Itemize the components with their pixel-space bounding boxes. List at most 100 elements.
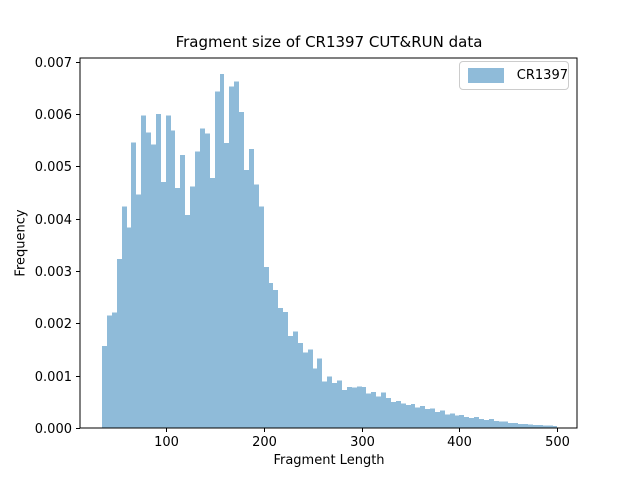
histogram-bar [220, 74, 224, 428]
histogram-bar [254, 184, 259, 428]
histogram-bar [195, 151, 200, 429]
histogram-bar [190, 186, 195, 428]
histogram-bar [171, 130, 175, 428]
histogram-bar [131, 142, 136, 428]
histogram-bar [156, 113, 161, 429]
histogram-bar [151, 144, 156, 429]
histogram-bar [523, 423, 528, 428]
y-tick-label: 0.002 [35, 317, 72, 332]
histogram-bar [180, 154, 185, 428]
histogram-bar [371, 391, 376, 428]
histogram-bar [450, 413, 455, 428]
histogram-bar [362, 387, 366, 428]
histogram-bar [391, 401, 396, 428]
histogram-bar [278, 308, 283, 428]
histogram-bar [303, 352, 308, 428]
histogram-bar [205, 133, 210, 429]
histogram-bar [347, 387, 352, 428]
histogram-bar [396, 400, 401, 428]
x-tick-label: 200 [252, 435, 277, 450]
histogram-bar [386, 398, 391, 428]
histogram-bar [288, 335, 293, 428]
histogram-bar [117, 258, 122, 428]
histogram-bar [528, 424, 533, 428]
histogram-bar [107, 315, 112, 428]
histogram-bar [166, 115, 171, 428]
y-tick-label: 0.003 [35, 265, 72, 280]
histogram-bar [425, 409, 430, 428]
histogram-bar [401, 403, 406, 428]
histogram-bar [259, 206, 264, 428]
histogram-bar [342, 389, 347, 428]
x-tick-label: 500 [545, 435, 570, 450]
histogram-bar [489, 419, 494, 428]
x-tick-label: 400 [447, 435, 472, 450]
histogram-bar [234, 81, 239, 429]
histogram-bar [317, 358, 322, 428]
axes-frame [79, 57, 578, 429]
histogram-bar [112, 312, 117, 428]
histogram-bar [479, 419, 484, 428]
legend: CR1397 [459, 61, 569, 90]
histogram-bar [136, 194, 141, 428]
histogram-bar [420, 406, 425, 428]
legend-label: CR1397 [516, 68, 568, 83]
histogram-bar [224, 142, 229, 428]
y-tick-label: 0.001 [35, 370, 72, 385]
histogram-bar [415, 407, 420, 428]
histogram-bar [308, 349, 313, 428]
histogram-bar [366, 393, 371, 428]
histogram-bar [445, 414, 450, 428]
histogram-bar [332, 382, 337, 428]
histogram-bar [200, 128, 205, 428]
histogram-bar [543, 425, 548, 428]
histogram-bar [494, 421, 499, 428]
x-tick-label: 100 [154, 435, 179, 450]
histogram-bar [122, 206, 127, 428]
histogram-bar [175, 187, 180, 428]
histogram-bar [484, 420, 489, 428]
histogram-bar [474, 417, 479, 428]
histogram-bar [464, 417, 469, 428]
histogram-bar [455, 415, 459, 428]
histogram-bar [273, 289, 278, 428]
histogram-bar [239, 111, 244, 429]
histogram-bar [293, 331, 298, 428]
histogram-bar [141, 115, 146, 428]
legend-color-swatch [468, 68, 504, 83]
histogram-bar [469, 418, 474, 428]
histogram-bar [249, 149, 254, 428]
histogram-bar [229, 86, 234, 428]
histogram-bar [518, 423, 523, 428]
histogram-bar [499, 421, 504, 428]
histogram-bar [313, 368, 317, 428]
histogram-bar [210, 177, 215, 428]
histogram-bar [161, 182, 166, 428]
histogram-bar [327, 376, 332, 428]
histogram-bar [322, 381, 327, 428]
histogram-bar [553, 425, 557, 428]
histogram-bar [459, 414, 464, 428]
histogram-bar [244, 169, 249, 429]
y-tick-label: 0.000 [35, 422, 72, 437]
histogram-bar [435, 411, 440, 428]
x-tick-label: 300 [350, 435, 375, 450]
histogram-bar [508, 422, 513, 428]
y-tick-label: 0.007 [35, 56, 72, 71]
x-axis-label: Fragment Length [273, 453, 385, 468]
histogram-bar [127, 227, 131, 428]
histogram-bar [269, 283, 273, 428]
y-tick-label: 0.005 [35, 160, 72, 175]
chart-title: Fragment size of CR1397 CUT&RUN data [175, 33, 483, 51]
histogram-bar [264, 266, 269, 428]
histogram-bar [440, 410, 445, 428]
histogram-bar [283, 311, 288, 428]
histogram-bar [185, 215, 190, 428]
histogram-bar [411, 403, 415, 428]
histogram-bar [533, 424, 538, 428]
histogram-bar [504, 421, 508, 428]
histogram-bar [298, 343, 303, 428]
histogram-bar [357, 386, 362, 428]
histogram-bar [352, 387, 357, 428]
